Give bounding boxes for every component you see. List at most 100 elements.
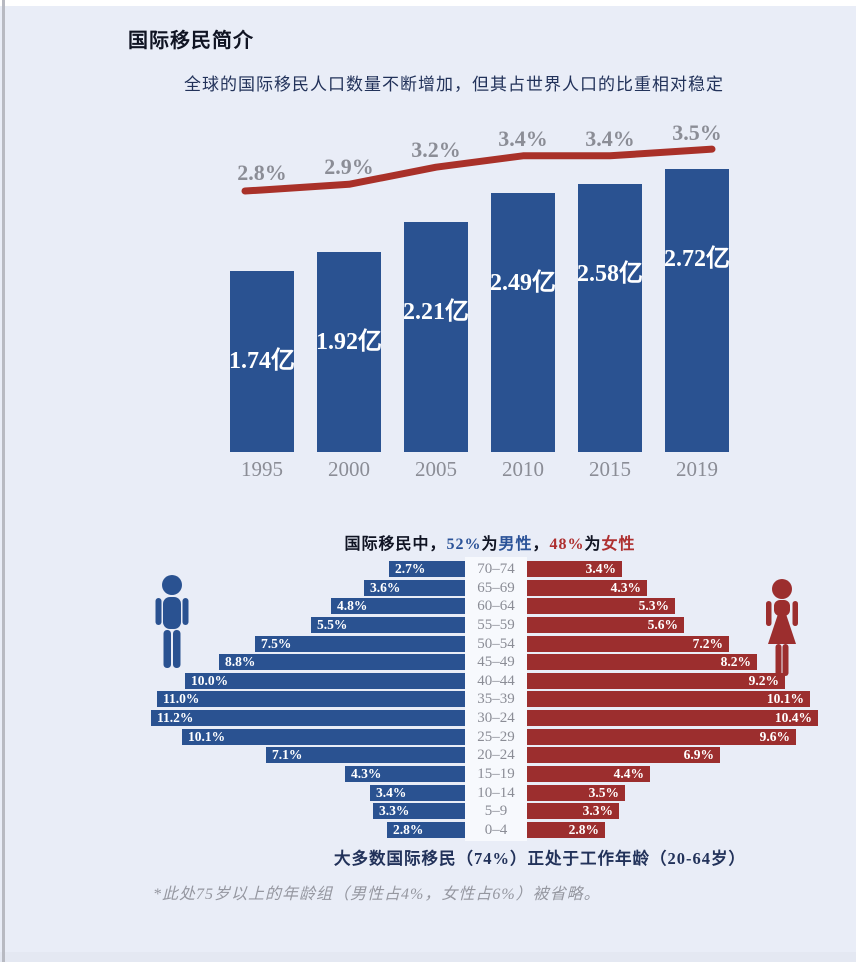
male-icon [155, 575, 189, 668]
bottom-edge-strip [0, 952, 856, 962]
age-group-label: 35–39 [477, 691, 515, 707]
pyramid-male-bar-20–24: 7.1% [266, 747, 465, 763]
age-group-label: 25–29 [477, 729, 515, 745]
female-pct-label: 4.3% [610, 580, 641, 595]
age-label-column [465, 557, 527, 841]
age-group-label: 40–44 [477, 673, 515, 689]
pyramid-male-bar-55–59: 5.5% [311, 617, 465, 633]
pyramid-female-bar-15–19: 4.4% [527, 766, 650, 782]
male-pct-label: 8.8% [225, 654, 256, 669]
year-label: 2000 [328, 457, 370, 481]
migrant-bar-value: 2.58亿 [577, 261, 643, 287]
pyramid-male-bar-45–49: 8.8% [219, 654, 465, 670]
pyramid-female-bar-30–24: 10.4% [527, 710, 818, 726]
pyramid-male-bar-0–4: 2.8% [387, 822, 465, 838]
age-group-label: 50–54 [477, 636, 515, 652]
migrant-bar-2005 [404, 222, 468, 452]
pyramid-male-bar-10–14: 3.4% [370, 785, 465, 801]
page-subtitle: 全球的国际移民人口数量不断增加，但其占世界人口的比重相对稳定 [184, 75, 724, 94]
pyramid-female-bar-65–69: 4.3% [527, 580, 647, 596]
pyramid-female-bar-45–49: 8.2% [527, 654, 757, 670]
pyramid-male-bar-5–9: 3.3% [373, 803, 465, 819]
male-pct-label: 3.4% [376, 785, 407, 800]
male-pct-label: 5.5% [317, 617, 348, 632]
female-pct-label: 6.9% [683, 747, 714, 762]
age-group-label: 60–64 [477, 598, 515, 614]
male-pct-label: 7.5% [261, 636, 292, 651]
pyramid-title-segment: 男性 [498, 536, 533, 553]
age-group-label: 45–49 [477, 654, 515, 670]
male-pct-label: 2.7% [395, 561, 426, 576]
pyramid-male-bar-60–64: 4.8% [331, 598, 465, 614]
year-label: 2019 [676, 457, 718, 481]
page-title: 国际移民简介 [128, 30, 254, 52]
pyramid-female-bar-70–74: 3.4% [527, 561, 622, 577]
world-share-label: 2.9% [324, 154, 374, 180]
pyramid-female-bar-55–59: 5.6% [527, 617, 684, 633]
pyramid-female-bar-10–14: 3.5% [527, 785, 625, 801]
female-pct-label: 9.6% [759, 729, 790, 744]
male-pct-label: 2.8% [393, 822, 424, 837]
male-pct-label: 3.6% [370, 580, 401, 595]
world-share-label: 3.5% [672, 120, 722, 146]
pyramid-male-bar-30–24: 11.2% [151, 710, 465, 726]
age-group-label: 70–74 [477, 561, 515, 577]
pyramid-female-bar-5–9: 3.3% [527, 803, 619, 819]
age-group-label: 10–14 [477, 785, 515, 801]
male-pct-label: 10.1% [188, 729, 226, 744]
female-pct-label: 4.4% [613, 766, 644, 781]
world-share-label: 2.8% [237, 160, 287, 185]
female-pct-label: 10.1% [766, 691, 804, 706]
pyramid-male-bar-50–54: 7.5% [255, 636, 465, 652]
pyramid-female-bar-25–29: 9.6% [527, 729, 796, 745]
migrant-bar-value: 2.21亿 [403, 299, 469, 325]
year-label: 1995 [241, 457, 283, 481]
female-pct-label: 5.3% [638, 598, 669, 613]
male-pct-label: 10.0% [191, 673, 229, 688]
pyramid-female-bar-40–44: 9.2% [527, 673, 785, 689]
female-pct-label: 3.4% [585, 561, 616, 576]
pyramid-male-bar-65–69: 3.6% [364, 580, 465, 596]
pyramid-male-bar-70–74: 2.7% [389, 561, 465, 577]
female-pct-label: 5.6% [647, 617, 678, 632]
age-group-label: 0–4 [484, 822, 508, 838]
pyramid-title: 国际移民中，52%为男性，48%为女性 [100, 530, 856, 554]
migrant-bar-value: 1.74亿 [229, 348, 295, 374]
pyramid-footer-note: 大多数国际移民（74%）正处于工作年龄（20-64岁） [334, 849, 746, 868]
female-icon [766, 579, 798, 676]
age-group-label: 55–59 [477, 617, 515, 633]
migrant-bar-value: 2.72亿 [664, 246, 730, 272]
pyramid-male-bar-35–39: 11.0% [157, 691, 465, 707]
age-group-label: 65–69 [477, 580, 515, 596]
pyramid-title-segment: 为 [481, 536, 499, 553]
pyramid-title-segment: 国际移民中， [344, 536, 447, 553]
migrant-bar-1995 [230, 271, 294, 452]
pyramid-title-segment: 52% [446, 536, 482, 553]
migrant-bar-value: 2.49亿 [490, 270, 556, 296]
world-share-label: 3.4% [585, 125, 635, 151]
migrant-bar-value: 1.92亿 [316, 329, 382, 355]
pyramid-footnote: *此处75岁以上的年龄组（男性占4%，女性占6%）被省略。 [153, 886, 601, 903]
female-pct-label: 8.2% [720, 654, 751, 669]
female-pct-label: 7.2% [692, 636, 723, 651]
year-label: 2010 [502, 457, 544, 481]
male-pct-label: 11.0% [163, 691, 200, 706]
pyramid-female-bar-35–39: 10.1% [527, 691, 810, 707]
pyramid-title-segment: ， [532, 536, 550, 553]
pyramid-title-segment: 为 [584, 536, 602, 553]
pyramid-male-bar-40–44: 10.0% [185, 673, 465, 689]
male-pct-label: 4.8% [337, 598, 368, 613]
left-edge-line [2, 0, 5, 962]
pyramid-title-segment: 女性 [601, 536, 636, 553]
world-share-label: 3.2% [411, 137, 461, 163]
migrant-bar-2000 [317, 252, 381, 452]
male-pct-label: 11.2% [157, 710, 194, 725]
world-share-label: 3.4% [498, 125, 548, 151]
age-group-label: 30–24 [477, 710, 515, 726]
pyramid-title-segment: 48% [549, 536, 585, 553]
male-pct-label: 3.3% [379, 803, 410, 818]
female-pct-label: 10.4% [774, 710, 812, 725]
year-label: 2015 [589, 457, 631, 481]
pyramid-female-bar-50–54: 7.2% [527, 636, 729, 652]
pyramid-female-bar-0–4: 2.8% [527, 822, 605, 838]
